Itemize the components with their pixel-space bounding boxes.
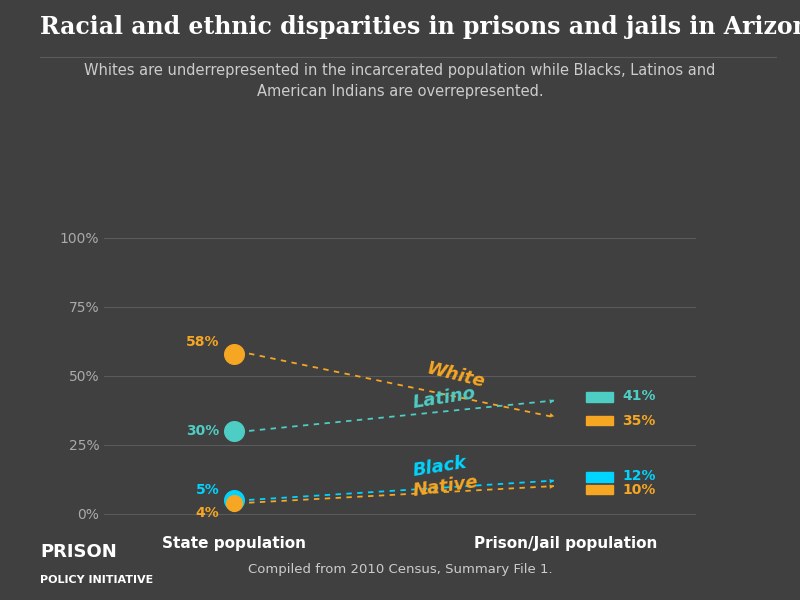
Text: 30%: 30% — [186, 424, 219, 438]
Bar — [586, 392, 613, 402]
Text: 4%: 4% — [196, 506, 219, 520]
Point — [228, 349, 241, 358]
Text: 41%: 41% — [622, 389, 655, 403]
Text: White: White — [424, 360, 486, 392]
Text: 12%: 12% — [622, 469, 655, 484]
Point — [228, 426, 241, 436]
Text: State population: State population — [162, 536, 306, 551]
Text: Prison/Jail population: Prison/Jail population — [474, 536, 658, 551]
Text: POLICY INITIATIVE: POLICY INITIATIVE — [40, 575, 154, 585]
Point — [228, 495, 241, 505]
Text: PRISON: PRISON — [40, 543, 117, 561]
Text: Compiled from 2010 Census, Summary File 1.: Compiled from 2010 Census, Summary File … — [248, 563, 552, 576]
Text: 35%: 35% — [622, 414, 655, 428]
Bar — [586, 472, 613, 482]
Text: Whites are underrepresented in the incarcerated population while Blacks, Latinos: Whites are underrepresented in the incar… — [84, 63, 716, 99]
Text: 5%: 5% — [196, 482, 219, 497]
Text: 10%: 10% — [622, 483, 655, 497]
Bar — [586, 416, 613, 425]
Text: Native: Native — [412, 473, 480, 500]
Text: Latino: Latino — [412, 384, 478, 412]
Text: 58%: 58% — [186, 335, 219, 349]
Bar — [586, 485, 613, 494]
Point — [228, 498, 241, 508]
Text: Racial and ethnic disparities in prisons and jails in Arizona: Racial and ethnic disparities in prisons… — [40, 15, 800, 39]
Text: Black: Black — [412, 454, 469, 480]
